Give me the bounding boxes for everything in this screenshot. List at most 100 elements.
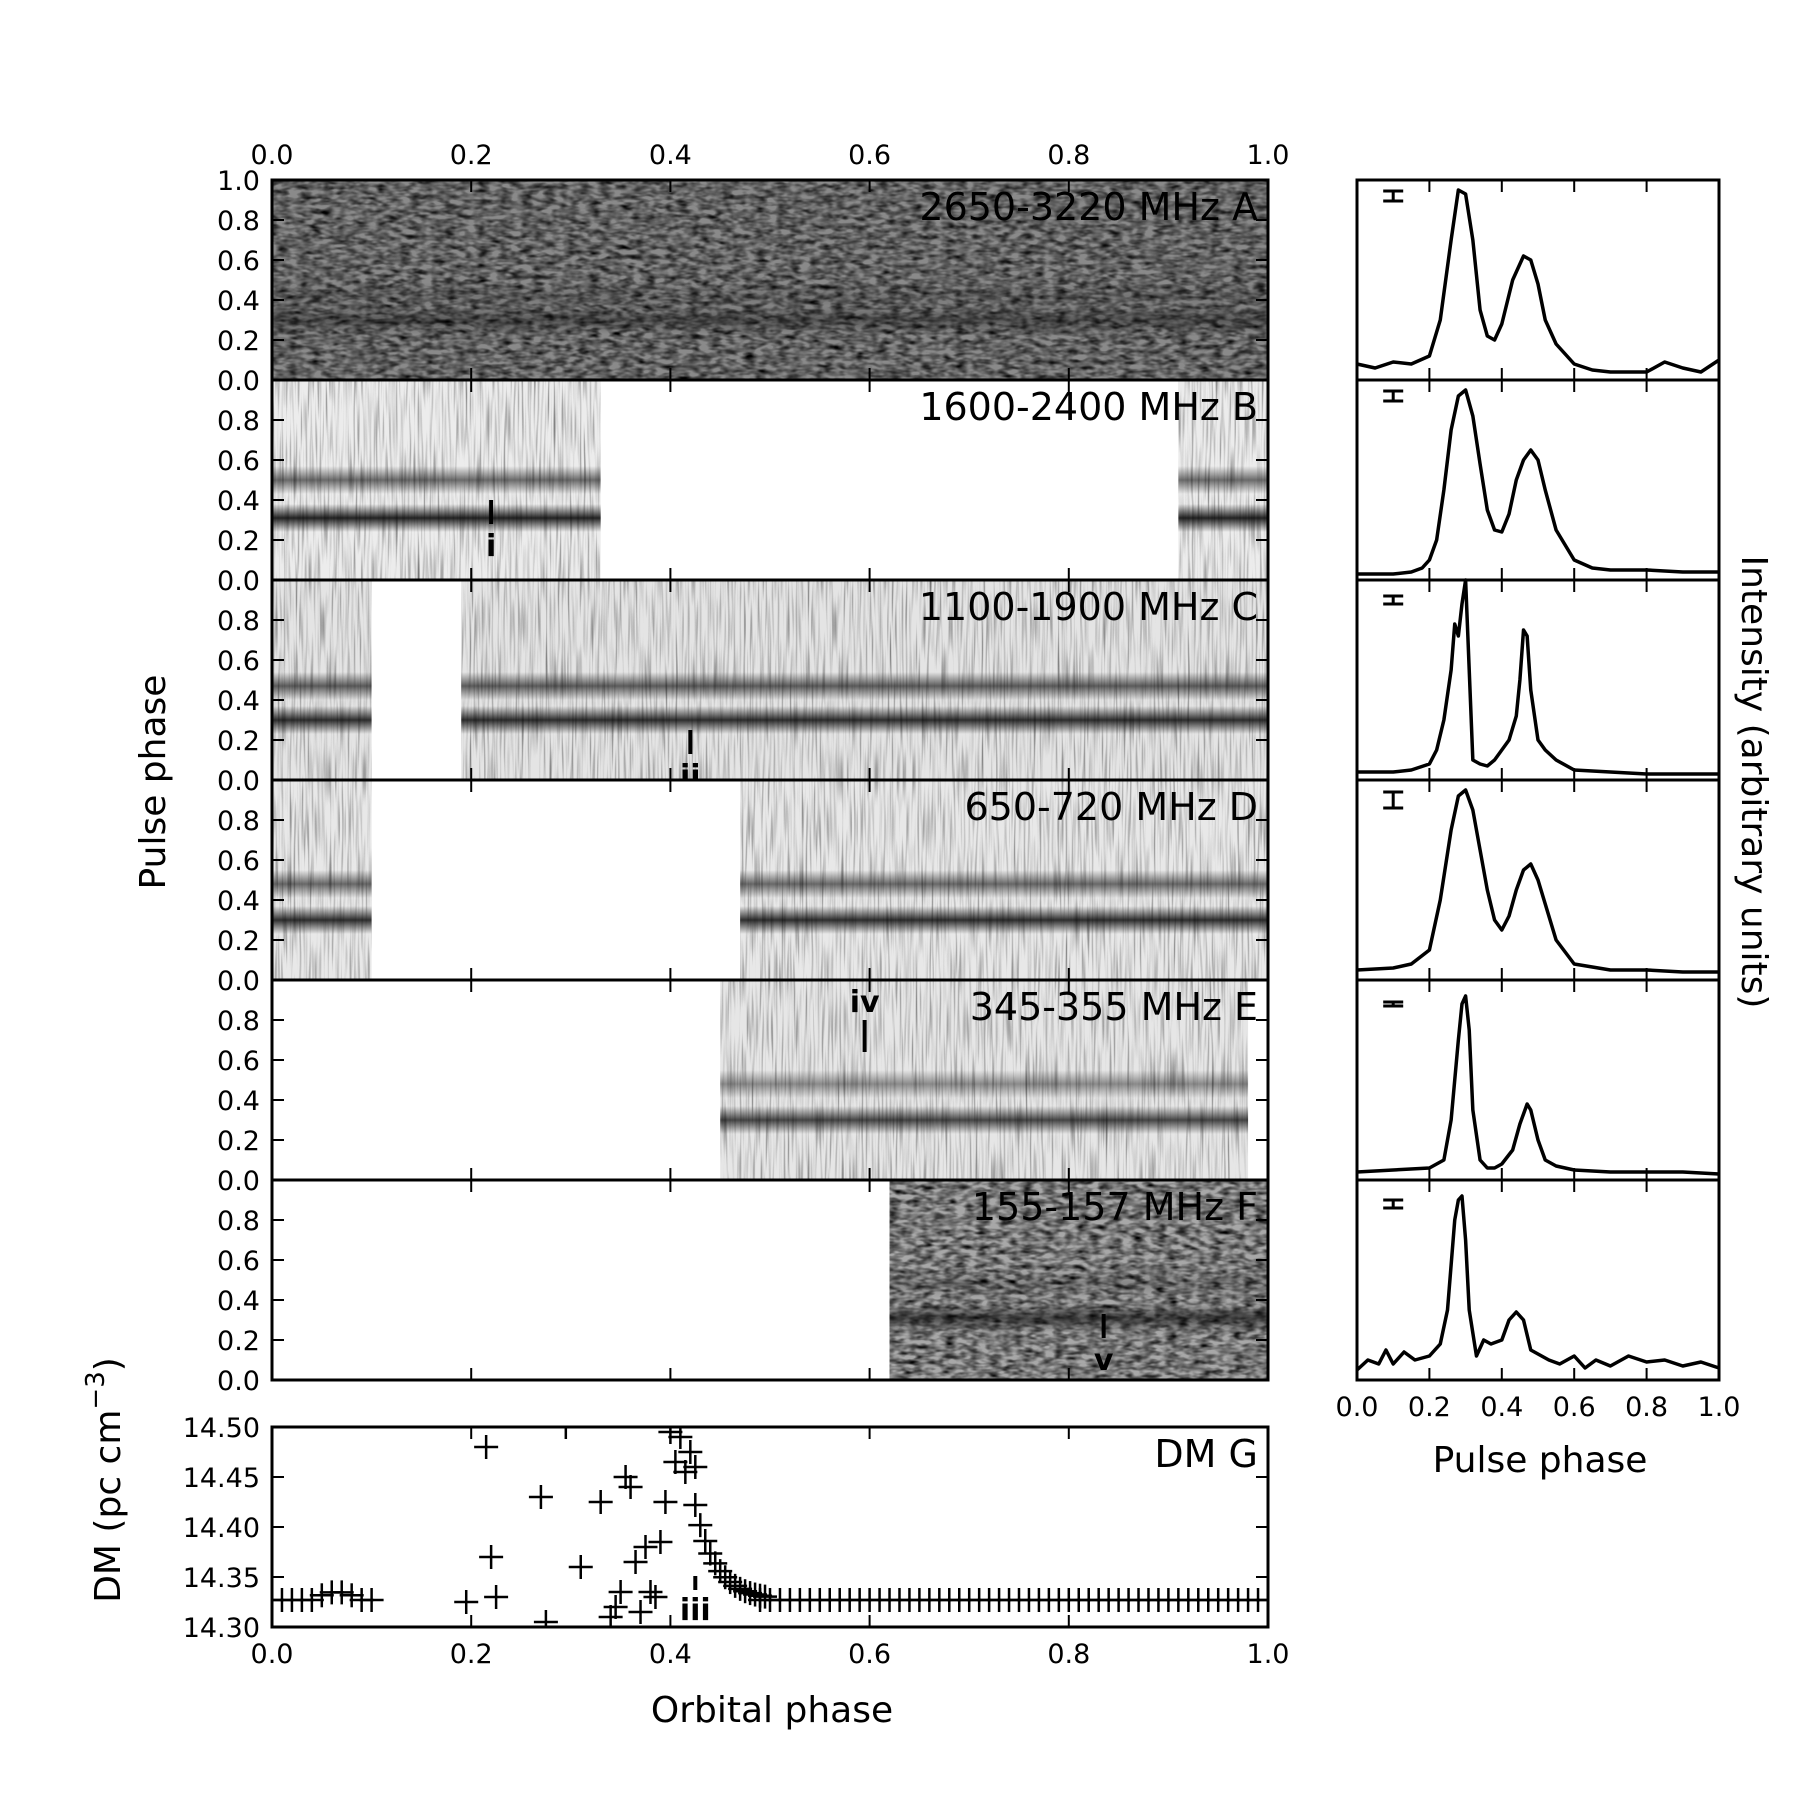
- dm-point: [678, 1440, 703, 1464]
- marker-label: iv: [850, 985, 880, 1020]
- dm-point: [528, 1485, 553, 1509]
- pulse-band: [272, 282, 1268, 310]
- pulse-band: [889, 1304, 1268, 1332]
- profile-panel: [1355, 778, 1721, 982]
- panel-marker: i: [486, 500, 496, 564]
- bottom-x-tick-label: 1.0: [1247, 1639, 1290, 1670]
- bottom-x-tick-label: 0.2: [450, 1639, 493, 1670]
- y-tick-label: 0.6: [217, 1246, 260, 1277]
- dm-point: [628, 1600, 653, 1624]
- profile-line: [1356, 188, 1720, 374]
- profile-panels: 0.0 0.2 0.4 0.6 0.8 1.0: [1336, 178, 1741, 1423]
- pulse-band: [720, 1106, 1249, 1134]
- y-tick-label: 0.4: [217, 886, 260, 917]
- panel-data: [720, 980, 1249, 1180]
- dm-point: [633, 1535, 658, 1559]
- bottom-x-tick-label: 0.6: [848, 1639, 891, 1670]
- y-tick-label: 0.8: [217, 1206, 260, 1237]
- y-tick-label: 0.8: [217, 406, 260, 437]
- y-tick-label: 0.2: [217, 1126, 260, 1157]
- profile-x-tick-label: 0.8: [1625, 1392, 1668, 1423]
- dm-point: [623, 1550, 648, 1574]
- dm-point: [484, 1585, 509, 1609]
- dm-y-tick-label: 14.30: [183, 1613, 260, 1644]
- profile-panel: [1355, 378, 1721, 582]
- dm-marker-label: iii: [680, 1593, 711, 1628]
- y-tick-label: 0.0: [217, 766, 260, 797]
- profile-errorbar: [1383, 189, 1404, 203]
- panel-marker: iv: [850, 985, 880, 1052]
- y-tick-label: 0.8: [217, 206, 260, 237]
- dm-y-axis-title: DM (pc cm−3): [81, 1357, 129, 1603]
- panel-label: 1100-1900 MHz C: [919, 585, 1258, 629]
- profile-panel: [1355, 1178, 1721, 1382]
- profile-x-tick-label: 0.6: [1553, 1392, 1596, 1423]
- profile-errorbar: [1383, 1000, 1404, 1008]
- y-tick-label: 0.6: [217, 646, 260, 677]
- dm-point: [698, 1541, 723, 1566]
- y-tick-label: 0.0: [217, 966, 260, 997]
- y-tick-label: 0.4: [217, 1286, 260, 1317]
- dm-point: [329, 1580, 354, 1605]
- dm-point: [648, 1530, 673, 1554]
- dm-point: [728, 1576, 753, 1601]
- heatmap-panel: 0.00.20.40.60.8 1100-1900 MHz Cii: [217, 578, 1270, 797]
- y-tick-label: 0.4: [217, 1086, 260, 1117]
- y-tick-label: 0.6: [217, 1046, 260, 1077]
- marker-label: v: [1094, 1343, 1114, 1378]
- dm-point: [309, 1583, 334, 1608]
- profile-errorbar: [1383, 389, 1404, 403]
- panel-data: [889, 1180, 1268, 1380]
- dm-point: [663, 1450, 688, 1474]
- profile-panel: [1355, 578, 1721, 782]
- dm-point: [653, 1490, 678, 1514]
- y-tick-label: 0.0: [217, 566, 260, 597]
- axes-text: Orbital phase Pulse phase Pulse phase In…: [81, 556, 1774, 1731]
- y-tick-label: 0.2: [217, 726, 260, 757]
- dm-point: [1256, 1588, 1268, 1612]
- right-x-axis-title: Pulse phase: [1433, 1440, 1648, 1481]
- top-x-tick-label: 0.0: [251, 140, 294, 171]
- top-x-tick-label: 0.4: [649, 140, 692, 171]
- dm-y-tick-label: 14.45: [183, 1463, 260, 1494]
- profile-frame: [1355, 378, 1721, 582]
- dm-y-tick-label: 14.50: [183, 1413, 260, 1444]
- dm-point: [683, 1455, 708, 1479]
- y-tick-label: 1.0: [217, 166, 260, 197]
- dm-data: [272, 1427, 1268, 1627]
- pulse-band: [272, 306, 1268, 334]
- dm-point: [474, 1435, 499, 1459]
- dm-point: [618, 1475, 643, 1499]
- profile-x-tick-label: 1.0: [1698, 1392, 1741, 1423]
- dm-point: [479, 1545, 504, 1569]
- panel-noise: [272, 180, 1268, 380]
- dm-y-tick-label: 14.35: [183, 1563, 260, 1594]
- y-tick-label: 0.8: [217, 806, 260, 837]
- profile-errorbar: [1383, 790, 1404, 810]
- dm-point: [683, 1493, 708, 1517]
- heatmap-panel: 0.0 0.2 0.4 0.6 0.8 1.0 2650-3220 MHz A: [217, 166, 1270, 397]
- top-x-tick-label: 1.0: [1247, 140, 1290, 171]
- svg-text:DM (pc cm−3): DM (pc cm−3): [81, 1357, 129, 1603]
- dm-point: [454, 1590, 479, 1614]
- y-tick-label: 0.2: [217, 326, 260, 357]
- panel-marker: v: [1094, 1314, 1114, 1378]
- right-y-axis-title: Intensity (arbitrary units): [1733, 556, 1774, 1009]
- left-y-axis-title: Pulse phase: [133, 675, 174, 890]
- profile-line: [1356, 788, 1719, 974]
- dm-point: [588, 1490, 613, 1514]
- dm-point: [598, 1605, 623, 1627]
- dm-point: [568, 1555, 593, 1579]
- panel-label: 650-720 MHz D: [965, 785, 1259, 829]
- dm-panel: 0.0 0.2 0.4 0.6 0.8 1.0 14.30 14.35 14.40 14.45 14…: [183, 1413, 1290, 1670]
- heatmap-panel: 0.0 0.2 0.4 0.6 0.8 650-720 MHz D: [217, 778, 1270, 997]
- profile-x-tick-label: 0.2: [1408, 1392, 1451, 1423]
- dm-point: [643, 1585, 668, 1609]
- dm-point: [723, 1573, 748, 1598]
- y-tick-label: 0.6: [217, 846, 260, 877]
- profile-panel: [1355, 978, 1721, 1182]
- y-tick-label: 0.8: [217, 1006, 260, 1037]
- panel-label: 345-355 MHz E: [970, 985, 1258, 1029]
- bottom-x-tick-label: 0.0: [251, 1639, 294, 1670]
